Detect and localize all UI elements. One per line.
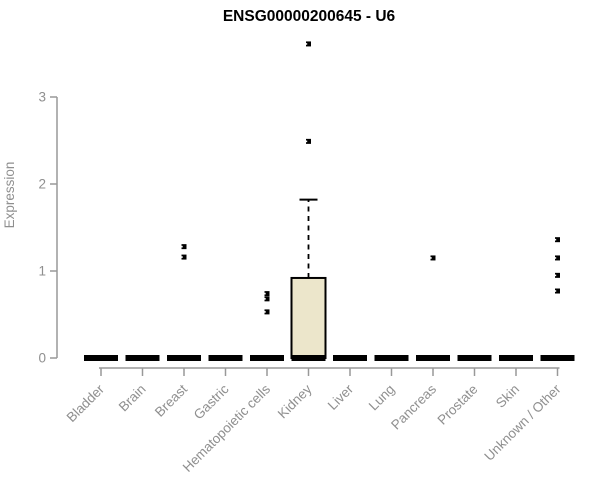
- outlier-point: [264, 296, 270, 302]
- outlier-point-notch: [553, 257, 557, 259]
- boxplot-prostate: [457, 355, 492, 361]
- outlier-point-notch: [553, 274, 557, 277]
- outlier-point-notch: [429, 257, 432, 259]
- x-tick-label-bladder: Bladder: [64, 381, 108, 425]
- x-tick-label-kidney: Kidney: [275, 381, 315, 421]
- median-bar: [374, 355, 409, 361]
- x-tick-label-gastric: Gastric: [191, 381, 232, 422]
- median-bar: [416, 355, 450, 361]
- outlier-point-notch: [553, 238, 557, 241]
- median-bar: [540, 355, 575, 361]
- outlier-point: [181, 254, 187, 260]
- median-bar: [167, 355, 201, 361]
- x-tick-label-brain: Brain: [116, 382, 149, 415]
- outlier-point-notch: [304, 140, 308, 143]
- x-tick-label-liver: Liver: [325, 381, 357, 413]
- outlier-point-notch: [553, 290, 557, 292]
- boxplot-lung: [374, 355, 409, 361]
- boxplot-brain: [125, 355, 160, 361]
- x-tick-label-skin: Skin: [493, 382, 522, 411]
- y-tick-label: 2: [38, 177, 46, 192]
- outlier-point-notch: [304, 43, 308, 45]
- outlier-point-notch: [263, 311, 266, 313]
- outlier-point: [264, 291, 270, 297]
- outlier-point-notch: [180, 245, 183, 248]
- outlier-point: [555, 288, 560, 294]
- median-bar: [84, 355, 118, 361]
- plot-area: 0 1 2 3 Bladder Brain Breast GastricHematopoiet…: [38, 41, 575, 475]
- x-tick-label-prostate: Prostate: [434, 382, 480, 428]
- boxplot-bladder: [84, 355, 118, 361]
- boxplot-hematopoietic-cells: [250, 291, 284, 361]
- boxplot-liver: [333, 355, 367, 361]
- median-bar: [250, 355, 284, 361]
- box-body: [290, 276, 327, 359]
- x-tick-label-pancreas: Pancreas: [388, 381, 439, 432]
- y-axis: 0 1 2 3: [38, 90, 58, 366]
- x-tick-label-breast: Breast: [152, 381, 190, 419]
- median-bar: [291, 355, 326, 361]
- outlier-point-notch: [180, 256, 183, 258]
- outlier-point-notch: [263, 292, 266, 295]
- boxplot-gastric: [208, 355, 243, 361]
- y-tick-label: 3: [38, 90, 46, 105]
- x-tick-label-lung: Lung: [366, 382, 398, 414]
- x-tick-label-unknown-other: Unknown / Other: [481, 381, 564, 464]
- y-tick-label: 1: [38, 264, 46, 279]
- median-bar: [333, 355, 367, 361]
- chart-title: ENSG00000200645 - U6: [223, 8, 396, 25]
- y-axis-label: Expression: [2, 162, 17, 229]
- boxplot-kidney: [290, 41, 327, 361]
- outlier-point: [555, 272, 560, 278]
- y-tick-label: 0: [38, 351, 46, 366]
- outlier-point: [430, 255, 436, 261]
- median-bar: [208, 355, 243, 361]
- median-bar: [125, 355, 160, 361]
- outlier-point: [555, 237, 560, 243]
- boxplot-breast: [167, 244, 201, 361]
- outlier-point-notch: [263, 298, 266, 300]
- median-bar: [499, 355, 533, 361]
- outlier-point: [555, 255, 560, 261]
- boxplot-unknown-other: [540, 237, 575, 361]
- boxplot-skin: [499, 355, 533, 361]
- boxplot-pancreas: [416, 255, 450, 361]
- outlier-point: [306, 138, 311, 144]
- outlier-point: [306, 41, 311, 47]
- outlier-point: [264, 309, 270, 315]
- outlier-point: [181, 244, 187, 250]
- median-bar: [457, 355, 492, 361]
